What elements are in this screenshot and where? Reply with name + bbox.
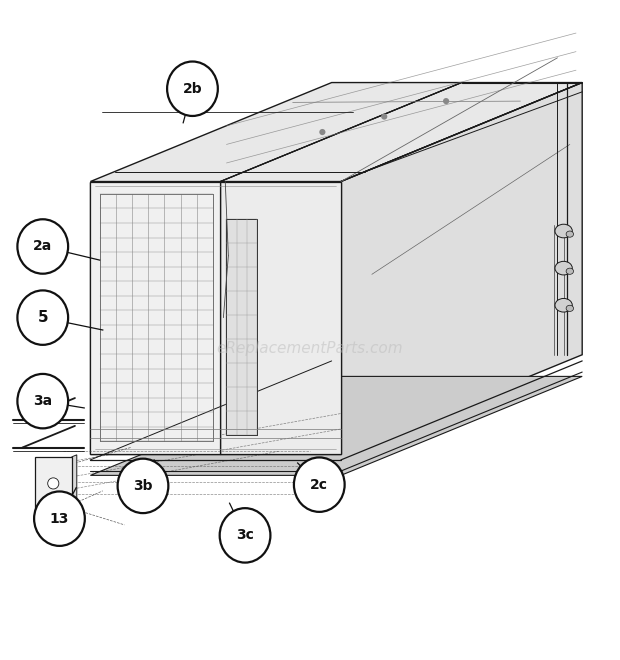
- Ellipse shape: [118, 459, 169, 513]
- Circle shape: [49, 498, 58, 506]
- Polygon shape: [341, 82, 582, 453]
- Ellipse shape: [566, 231, 574, 237]
- Circle shape: [443, 98, 449, 104]
- Text: 3a: 3a: [33, 394, 52, 408]
- Ellipse shape: [555, 224, 572, 238]
- Ellipse shape: [17, 290, 68, 345]
- Text: 5: 5: [37, 310, 48, 325]
- Ellipse shape: [34, 492, 85, 546]
- Polygon shape: [220, 182, 341, 453]
- Polygon shape: [226, 218, 257, 435]
- Polygon shape: [91, 182, 341, 453]
- Polygon shape: [91, 376, 582, 475]
- Circle shape: [319, 129, 326, 135]
- Circle shape: [381, 114, 388, 119]
- Circle shape: [48, 478, 59, 489]
- Polygon shape: [91, 82, 582, 182]
- Text: eReplacementParts.com: eReplacementParts.com: [216, 341, 404, 356]
- Ellipse shape: [17, 219, 68, 274]
- Text: 3c: 3c: [236, 529, 254, 543]
- Ellipse shape: [167, 61, 218, 116]
- Polygon shape: [72, 455, 77, 522]
- Text: 2b: 2b: [183, 82, 202, 96]
- Polygon shape: [91, 182, 220, 453]
- Polygon shape: [35, 457, 72, 522]
- Text: 3b: 3b: [133, 479, 153, 493]
- Text: 2a: 2a: [33, 240, 52, 253]
- Text: 13: 13: [50, 512, 69, 525]
- Ellipse shape: [566, 306, 574, 312]
- Ellipse shape: [555, 261, 572, 275]
- Ellipse shape: [294, 457, 345, 512]
- Ellipse shape: [219, 508, 270, 562]
- Ellipse shape: [17, 374, 68, 428]
- Ellipse shape: [566, 268, 574, 275]
- Ellipse shape: [555, 298, 572, 312]
- Text: 2c: 2c: [310, 478, 328, 492]
